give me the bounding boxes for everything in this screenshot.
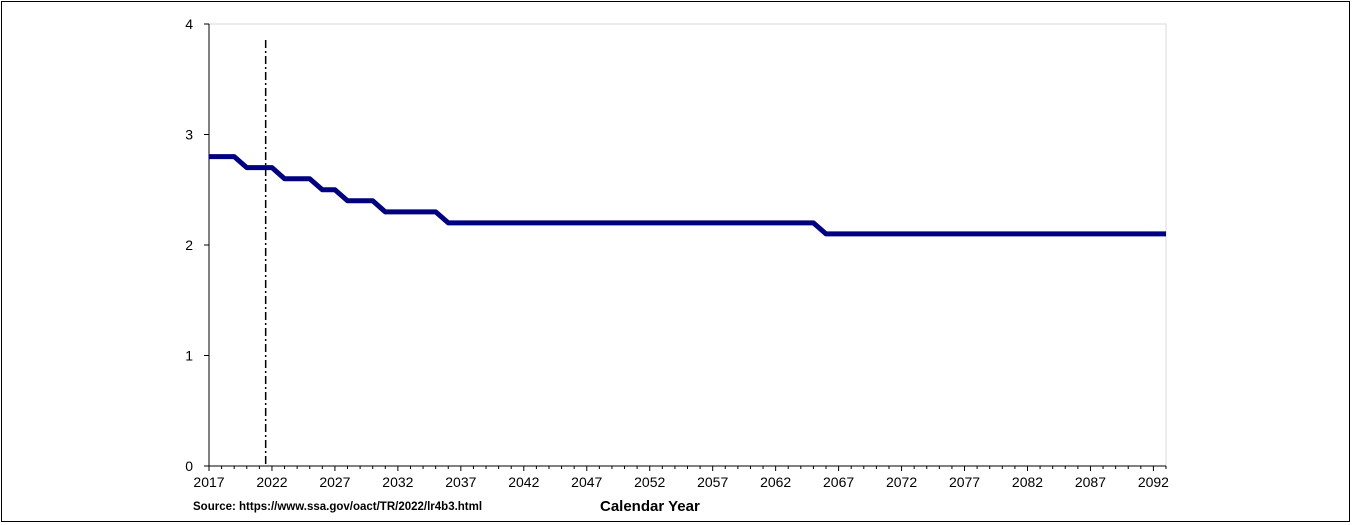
source-note: Source: https://www.ssa.gov/oact/TR/2022… [193, 501, 483, 513]
x-tick-label: 2022 [256, 474, 287, 490]
x-tick-label: 2082 [1012, 474, 1043, 490]
x-tick-label: 2017 [193, 474, 224, 490]
x-tick-label: 2032 [382, 474, 413, 490]
x-tick-label: 2087 [1075, 474, 1106, 490]
x-tick-label: 2037 [445, 474, 476, 490]
series-line [209, 154, 1166, 237]
x-tick-label: 2062 [760, 474, 791, 490]
x-tick-label: 2047 [571, 474, 602, 490]
x-tick-label: 2052 [634, 474, 665, 490]
x-tick-label: 2057 [697, 474, 728, 490]
x-tick-label: 2027 [319, 474, 350, 490]
y-tick-label: 0 [185, 458, 193, 474]
y-tick-label: 3 [185, 127, 193, 143]
axes [204, 23, 1167, 471]
plot-border [208, 23, 1167, 467]
x-axis-label: Calendar Year [600, 498, 700, 515]
x-tick-label: 2072 [886, 474, 917, 490]
plot-area [208, 23, 1167, 467]
x-tick-label: 2042 [508, 474, 539, 490]
tick-labels: 0 1 2 3 4 2017 2022 2027 2032 2037 2042 2047 2052 205… [185, 16, 1169, 490]
y-tick-label: 1 [185, 348, 193, 364]
x-tick-label: 2067 [823, 474, 854, 490]
data-marks [209, 40, 1166, 466]
x-tick-label: 2077 [949, 474, 980, 490]
x-tick-label: 2092 [1138, 474, 1169, 490]
y-tick-label: 2 [185, 237, 193, 253]
y-tick-label: 4 [185, 16, 193, 32]
